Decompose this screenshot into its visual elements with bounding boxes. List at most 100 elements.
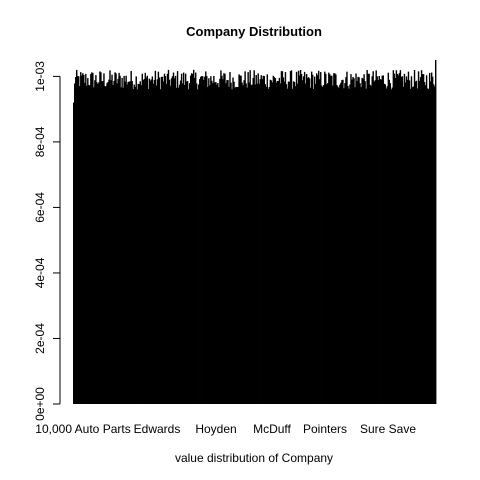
bar [249,70,251,405]
bar [287,81,290,404]
bar [154,70,157,404]
x-tick-label: Hoyden [195,422,236,436]
bar [199,79,201,404]
bar [80,72,82,404]
bar [396,73,399,405]
bar [178,84,181,404]
bar [398,73,401,405]
bar [399,70,402,405]
bar [382,75,384,404]
bar [388,79,391,404]
bar [279,83,282,404]
bar [310,71,313,404]
bar [227,80,229,404]
bar [194,77,196,405]
bar [127,81,129,404]
bar [266,74,269,405]
bar [133,84,135,404]
bar [262,75,264,404]
x-tick-label: 10,000 Auto Parts [35,422,130,436]
bar [263,76,265,405]
bar [393,73,396,404]
bar [103,73,105,405]
x-tick-label: Edwards [134,422,181,436]
bar [346,71,348,405]
bar [146,75,149,405]
bar [357,76,359,405]
bar [295,71,298,404]
bar [319,79,321,405]
bar [322,87,324,404]
bar [330,75,332,404]
bar [420,70,423,404]
bar [275,82,278,404]
bar [76,69,78,404]
bar [214,82,216,404]
bar [94,80,96,405]
y-tick-label: 6e-04 [33,192,47,223]
bar [351,79,353,405]
bar [166,73,169,405]
bar [159,89,162,405]
bar [345,77,347,404]
bar [433,86,436,404]
bar [213,76,215,405]
bar [226,80,228,404]
bar [258,83,260,404]
bar [404,82,407,405]
bar [268,86,271,404]
bar [386,86,388,404]
bar [317,75,319,405]
bar [363,74,365,405]
bar [137,83,139,405]
bar [96,82,98,404]
bar [300,74,303,404]
bar [294,86,297,405]
bar [311,74,314,404]
bar [151,76,154,404]
bar [255,75,257,404]
bar [313,76,316,404]
y-tick-label: 0e+00 [33,387,47,421]
chart-title: Company Distribution [186,24,322,39]
bar [233,81,235,404]
bar [394,77,397,405]
bar [107,82,109,404]
bar [353,78,355,404]
bar [343,88,345,404]
bar [332,85,334,404]
bar [217,82,219,404]
bar [90,74,92,404]
bar [148,78,151,404]
bar [106,83,108,405]
bar [350,74,352,404]
bar [390,89,393,405]
bar [78,76,80,404]
bar [270,80,273,404]
bar [278,77,281,404]
bar [93,87,95,405]
bar [101,81,103,405]
bar [271,82,274,405]
bar [120,87,122,405]
bar [259,79,261,405]
bar [389,83,392,404]
bar [183,84,186,405]
bar [269,79,272,404]
bar [174,75,177,405]
bar [122,87,124,405]
bar [247,72,249,404]
bar [303,71,306,404]
bar [321,85,323,405]
bar [416,88,419,404]
bar [189,75,192,404]
bar [281,71,284,405]
bar [165,83,168,405]
bar [344,83,346,404]
bar [407,71,410,405]
bar [210,76,212,404]
bar [140,85,142,404]
bar [169,85,172,404]
bar [273,77,276,404]
bar [324,71,326,405]
